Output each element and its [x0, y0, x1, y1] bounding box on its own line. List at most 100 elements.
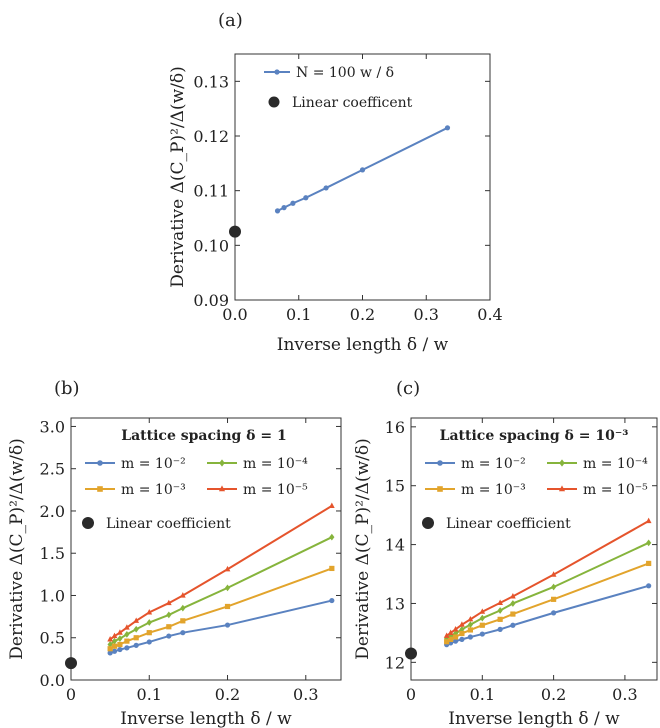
data-point	[359, 167, 366, 173]
legend-marker	[437, 460, 443, 466]
panel-label: (b)	[54, 378, 80, 399]
series-2	[444, 560, 652, 645]
x-axis-label: Inverse length δ / w	[120, 709, 292, 728]
series-line	[109, 536, 333, 646]
plot-frame	[70, 417, 342, 681]
data-point	[179, 592, 186, 598]
x-tick-label: 0.3	[414, 305, 439, 324]
y-tick-label: 3.0	[40, 417, 65, 436]
series-2	[107, 565, 335, 652]
data-point	[124, 645, 130, 651]
data-point	[303, 195, 309, 201]
series-1	[444, 539, 652, 643]
series-line	[109, 599, 333, 654]
data-point	[224, 565, 231, 572]
y-tick-label: 0.10	[193, 236, 229, 255]
data-point	[117, 646, 123, 653]
series-3	[443, 517, 652, 638]
data-point	[452, 625, 459, 632]
x-tick-label: 0.2	[541, 685, 566, 704]
data-point	[444, 125, 451, 131]
data-point	[551, 596, 557, 602]
series-0	[107, 597, 335, 656]
data-point	[329, 597, 335, 604]
data-point	[459, 636, 465, 642]
y-tick-label: 0.5	[40, 629, 65, 648]
data-point	[479, 631, 485, 637]
data-point	[646, 539, 652, 547]
data-point	[107, 636, 113, 642]
y-axis-label: Derivative Δ(C_P)²/Δ(w/δ)	[168, 66, 188, 287]
y-tick-label: 2.0	[40, 502, 65, 521]
x-tick-label: 0	[406, 685, 416, 704]
data-point	[510, 611, 516, 617]
y-tick-label: 0.11	[193, 182, 229, 201]
legend-linear-marker	[268, 96, 280, 108]
y-tick-label: 0.12	[193, 127, 229, 146]
data-point	[180, 604, 186, 612]
data-point	[497, 599, 503, 605]
data-point	[133, 642, 139, 648]
x-tick-label: 0.0	[222, 305, 247, 324]
y-tick-label: 1.0	[40, 586, 65, 605]
x-tick-label: 0.1	[137, 685, 162, 704]
data-point	[133, 625, 139, 633]
data-point	[124, 630, 130, 638]
data-point	[117, 629, 123, 635]
legend-marker	[559, 459, 565, 467]
data-point	[111, 632, 118, 639]
data-point	[510, 622, 516, 628]
data-point	[166, 624, 172, 630]
data-point	[274, 208, 281, 214]
data-point	[117, 641, 123, 648]
data-point	[510, 600, 516, 607]
legend-label: N = 100 w / δ	[296, 65, 394, 81]
y-tick-label: 13	[385, 594, 405, 613]
legend-label: Linear coefficent	[292, 95, 413, 111]
data-point	[467, 634, 473, 640]
data-point	[479, 622, 485, 628]
data-point	[551, 610, 557, 616]
x-axis-label: Inverse length δ / w	[277, 335, 449, 355]
linear-coefficient-point	[405, 647, 417, 660]
y-tick-label: 0.09	[193, 291, 229, 310]
linear-coefficient-point	[229, 225, 241, 238]
data-point	[497, 607, 503, 614]
data-point	[166, 633, 172, 639]
panel-label: (a)	[218, 10, 243, 31]
legend-marker	[97, 460, 103, 466]
x-tick-label: 0.1	[286, 305, 311, 324]
y-tick-label: 2.5	[40, 460, 65, 479]
legend-label: m = 10⁻³	[461, 482, 526, 498]
legend-label: Linear coefficient	[446, 516, 571, 532]
data-point	[281, 205, 287, 211]
y-axis-label: Derivative Δ(C_P)²/Δ(w/δ)	[353, 438, 373, 659]
data-point	[467, 627, 473, 633]
y-tick-label: 14	[385, 536, 405, 555]
data-point	[329, 565, 335, 572]
legend-label: m = 10⁻³	[121, 482, 186, 498]
data-point	[111, 637, 118, 645]
legend-marker	[274, 69, 280, 75]
plot-frame	[234, 53, 491, 301]
chart-panel-c: (c) 0 0.1 0.2 0.3 12 13 14 15 16 Inverse length δ …	[353, 378, 658, 728]
chart-panel-b: (b) 0 0.1 0.2 0.3 0.0 0.5 1.0 1.5 2.0 2.5 3.0 Invers…	[7, 378, 342, 728]
x-tick-label: 0.2	[215, 685, 240, 704]
legend-label: m = 10⁻⁴	[243, 456, 308, 472]
series-line	[109, 567, 333, 650]
data-point	[323, 185, 329, 191]
data-point	[329, 533, 335, 541]
data-point	[224, 622, 231, 628]
series-0	[274, 125, 451, 214]
series-line	[446, 584, 649, 646]
series-3	[107, 502, 335, 642]
data-point	[443, 632, 450, 638]
data-point	[452, 638, 459, 644]
data-point	[497, 616, 503, 622]
data-point	[111, 643, 118, 649]
data-point	[645, 517, 652, 524]
data-point	[550, 571, 557, 577]
x-tick-label: 0.3	[293, 685, 318, 704]
legend-label: m = 10⁻²	[121, 456, 186, 472]
